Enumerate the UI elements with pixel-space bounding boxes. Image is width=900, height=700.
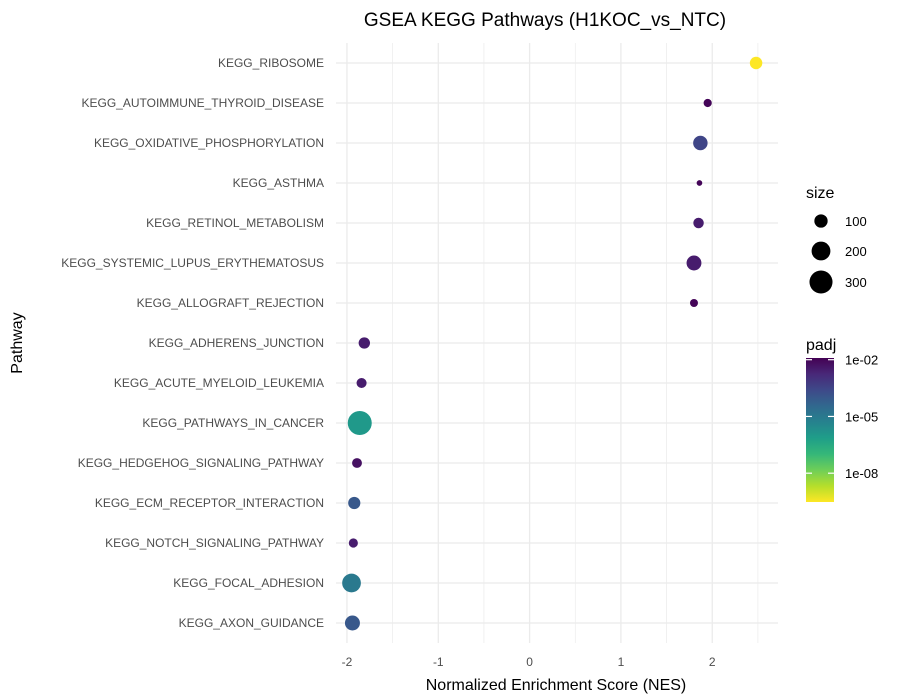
y-tick-label: KEGG_ASTHMA [233, 176, 324, 190]
x-tick-label: -2 [342, 655, 353, 669]
y-tick-label: KEGG_HEDGEHOG_SIGNALING_PATHWAY [78, 456, 324, 470]
gridlines [336, 43, 778, 643]
y-tick-label: KEGG_ADHERENS_JUNCTION [149, 336, 324, 350]
data-point [348, 538, 358, 548]
size-legend-label: 100 [845, 214, 867, 229]
size-legend: size 100 200 300 [806, 185, 867, 294]
data-point [693, 217, 704, 229]
data-point [356, 377, 367, 389]
x-tick-label: -1 [433, 655, 444, 669]
y-tick-label: KEGG_ECM_RECEPTOR_INTERACTION [95, 496, 324, 510]
x-tick-labels: -2 -1 0 1 2 [342, 655, 716, 669]
data-point [703, 98, 712, 108]
chart-title: GSEA KEGG Pathways (H1KOC_vs_NTC) [364, 10, 726, 31]
color-legend-title: padj [806, 337, 836, 354]
y-tick-label: KEGG_ACUTE_MYELOID_LEUKEMIA [114, 376, 324, 390]
data-point [342, 573, 361, 593]
colorbar-tick-label: 1e-05 [845, 409, 878, 424]
data-point [344, 615, 360, 631]
colorbar-tick-label: 1e-08 [845, 466, 878, 481]
y-tick-label: KEGG_AXON_GUIDANCE [179, 616, 324, 630]
size-legend-key [809, 270, 833, 294]
colorbar-ticks: 1e-02 1e-05 1e-08 [806, 353, 878, 481]
colorbar [806, 358, 834, 502]
size-legend-key [814, 214, 828, 228]
data-point [686, 255, 702, 271]
x-tick-label: 1 [618, 655, 625, 669]
size-legend-label: 300 [845, 275, 867, 290]
y-tick-label: KEGG_SYSTEMIC_LUPUS_ERYTHEMATOSUS [61, 256, 324, 270]
y-tick-label: KEGG_PATHWAYS_IN_CANCER [142, 416, 324, 430]
y-tick-label: KEGG_OXIDATIVE_PHOSPHORYLATION [94, 136, 324, 150]
color-legend: padj 1e-02 1e-05 1e-08 [806, 337, 878, 502]
y-tick-label: KEGG_FOCAL_ADHESION [173, 576, 324, 590]
size-legend-label: 200 [845, 244, 867, 259]
size-legend-items: 100 200 300 [809, 214, 867, 294]
data-point [693, 135, 708, 151]
size-legend-key [811, 241, 831, 261]
colorbar-tick-label: 1e-02 [845, 353, 878, 368]
y-tick-label: KEGG_AUTOIMMUNE_THYROID_DISEASE [82, 96, 325, 110]
y-axis-title: Pathway [9, 312, 26, 373]
data-point [348, 496, 361, 510]
size-legend-title: size [806, 185, 835, 202]
x-tick-label: 2 [709, 655, 716, 669]
data-point [352, 458, 362, 468]
y-tick-label: KEGG_RIBOSOME [218, 56, 324, 70]
y-tick-label: KEGG_NOTCH_SIGNALING_PATHWAY [105, 536, 324, 550]
data-point [347, 411, 372, 435]
y-tick-label: KEGG_RETINOL_METABOLISM [146, 216, 324, 230]
data-point [689, 299, 698, 307]
data-point [749, 56, 763, 70]
x-axis-title: Normalized Enrichment Score (NES) [426, 677, 687, 694]
data-point [696, 180, 703, 186]
data-point [358, 337, 370, 349]
y-tick-labels: KEGG_RIBOSOME KEGG_AUTOIMMUNE_THYROID_DIS… [61, 56, 324, 630]
data-points [342, 56, 763, 631]
y-tick-label: KEGG_ALLOGRAFT_REJECTION [137, 296, 324, 310]
x-tick-label: 0 [526, 655, 533, 669]
